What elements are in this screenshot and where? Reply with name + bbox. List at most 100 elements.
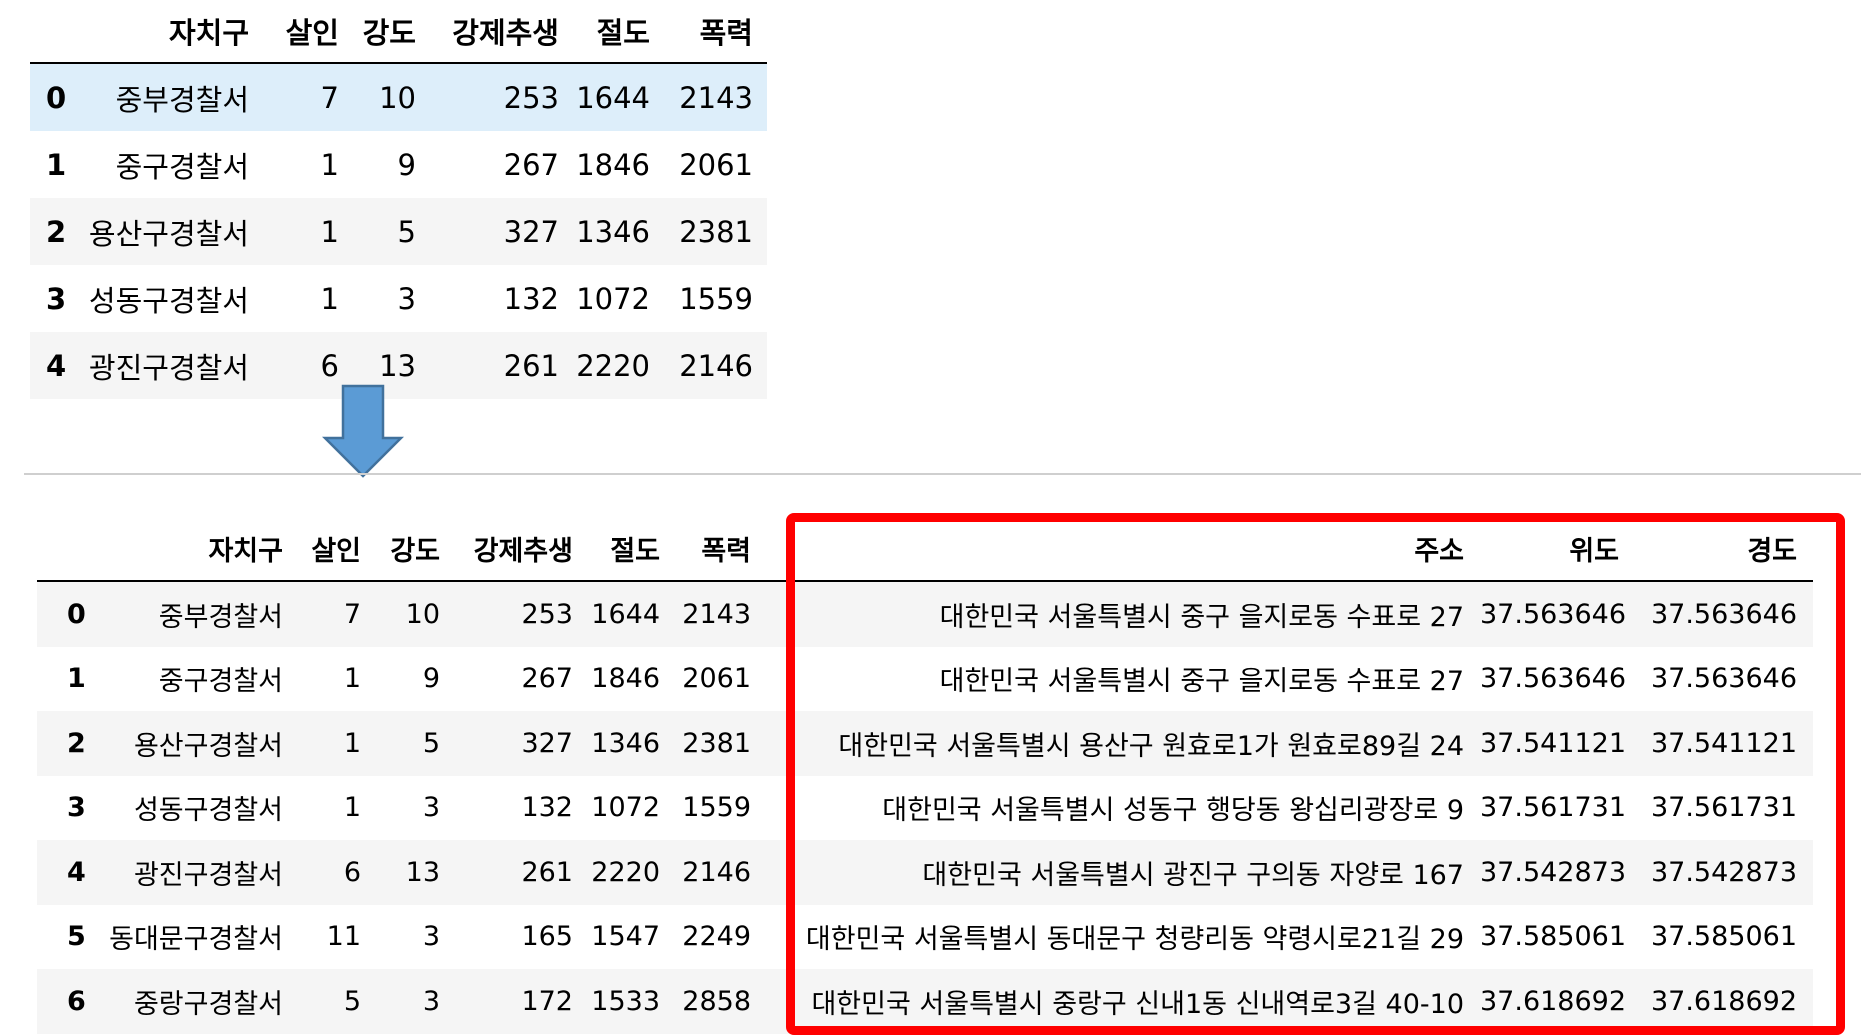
latitude-cell: 37.541121	[1480, 727, 1627, 759]
column-header: 절도	[610, 535, 660, 567]
table-cell: 1	[343, 727, 361, 759]
column-header-latitude: 위도	[1569, 535, 1619, 567]
row-index: 3	[46, 281, 67, 316]
row-index: 2	[67, 727, 86, 759]
table-cell: 광진구경찰서	[88, 350, 249, 385]
table-cell: 성동구경찰서	[88, 283, 249, 318]
latitude-cell: 37.618692	[1480, 985, 1627, 1017]
table-cell: 3	[422, 921, 440, 953]
address-cell: 대한민국 서울특별시 동대문구 청량리동 약령시로21길 29	[805, 924, 1464, 956]
table-cell: 2143	[682, 598, 751, 630]
longitude-cell: 37.563646	[1650, 663, 1797, 695]
table-cell: 172	[521, 985, 573, 1017]
table-cell: 267	[521, 663, 573, 695]
table-cell: 동대문구경찰서	[109, 924, 283, 956]
table-row: 4 광진구경찰서 6 13 261 2220 2146 대한민국 서울특별시 광…	[37, 840, 1813, 905]
row-index: 5	[67, 921, 86, 953]
table-cell: 중구경찰서	[158, 666, 283, 698]
latitude-cell: 37.585061	[1480, 921, 1627, 953]
table-cell: 3	[422, 792, 440, 824]
column-header: 강도	[362, 16, 416, 50]
column-header: 살인	[285, 16, 339, 50]
table-cell: 132	[521, 792, 573, 824]
address-cell: 대한민국 서울특별시 중구 을지로동 수표로 27	[939, 666, 1464, 698]
table-cell: 261	[521, 856, 573, 888]
longitude-cell: 37.618692	[1650, 985, 1797, 1017]
table-cell: 10	[379, 80, 416, 115]
table-cell: 용산구경찰서	[88, 216, 249, 251]
column-header: 자치구	[208, 535, 283, 567]
table-cell: 1846	[591, 663, 660, 695]
table-cell: 9	[422, 663, 440, 695]
table-cell: 6	[320, 348, 339, 383]
table-cell: 2381	[682, 727, 751, 759]
table-cell: 1	[343, 792, 361, 824]
table-cell: 2146	[682, 856, 751, 888]
longitude-cell: 37.561731	[1650, 792, 1797, 824]
table-row: 0 중부경찰서 7 10 253 1644 2143 대한민국 서울특별시 중구…	[37, 581, 1813, 647]
table-cell: 2220	[591, 856, 660, 888]
latitude-cell: 37.542873	[1480, 856, 1627, 888]
table-cell: 2381	[679, 214, 753, 249]
table-cell: 1559	[682, 792, 751, 824]
table-cell: 327	[503, 214, 559, 249]
table-cell: 중구경찰서	[115, 149, 249, 184]
table-cell: 5	[422, 727, 440, 759]
table-cell: 중부경찰서	[115, 82, 249, 117]
column-header: 강제추생	[473, 535, 573, 567]
column-header-longitude: 경도	[1747, 535, 1797, 567]
table-row: 4 광진구경찰서 6 13 261 2220 2146	[30, 332, 767, 399]
address-cell: 대한민국 서울특별시 중구 을지로동 수표로 27	[939, 601, 1464, 633]
table-cell: 1644	[591, 598, 660, 630]
table-row: 1 중구경찰서 1 9 267 1846 2061 대한민국 서울특별시 중구 …	[37, 647, 1813, 712]
table-cell: 1846	[576, 147, 650, 182]
table-cell: 253	[521, 598, 573, 630]
table-cell: 1	[320, 147, 339, 182]
table-cell: 5	[343, 985, 361, 1017]
table-header: 자치구 살인 강도 강제추생 절도 폭력 주소 위도 경도	[37, 516, 1813, 581]
table-cell: 2858	[682, 985, 751, 1017]
table-cell: 7	[320, 80, 339, 115]
table-cell: 13	[379, 348, 416, 383]
row-index: 0	[46, 80, 67, 115]
row-index: 1	[67, 663, 86, 695]
table-cell: 1559	[679, 281, 753, 316]
table-cell: 3	[397, 281, 416, 316]
table-cell: 2061	[682, 663, 751, 695]
row-index: 3	[67, 792, 86, 824]
table-cell: 1346	[576, 214, 650, 249]
table-cell: 327	[521, 727, 573, 759]
row-index: 6	[67, 985, 86, 1017]
table-cell: 261	[503, 348, 559, 383]
column-header: 살인	[311, 535, 361, 567]
row-index: 4	[46, 348, 67, 383]
down-arrow-icon	[322, 384, 404, 478]
column-header: 절도	[596, 16, 650, 50]
table-cell: 2249	[682, 921, 751, 953]
table-row: 2 용산구경찰서 1 5 327 1346 2381 대한민국 서울특별시 용산…	[37, 711, 1813, 776]
address-cell: 대한민국 서울특별시 성동구 행당동 왕십리광장로 9	[882, 795, 1464, 827]
latitude-cell: 37.563646	[1480, 598, 1627, 630]
table-row: 0 중부경찰서 7 10 253 1644 2143	[30, 63, 767, 131]
table-cell: 7	[343, 598, 361, 630]
table-cell: 1547	[591, 921, 660, 953]
address-cell: 대한민국 서울특별시 용산구 원효로1가 원효로89길 24	[838, 730, 1464, 762]
table-cell: 1072	[576, 281, 650, 316]
column-header-address: 주소	[1414, 535, 1464, 567]
dataframe-top: 자치구 살인 강도 강제추생 절도 폭력 0 중부경찰서 7 10 253 16…	[30, 0, 767, 399]
index-header	[37, 516, 99, 581]
table-row: 3 성동구경찰서 1 3 132 1072 1559 대한민국 서울특별시 성동…	[37, 776, 1813, 841]
table-cell: 성동구경찰서	[133, 795, 283, 827]
address-cell: 대한민국 서울특별시 광진구 구의동 자양로 167	[922, 859, 1464, 891]
table-cell: 1346	[591, 727, 660, 759]
longitude-cell: 37.563646	[1650, 598, 1797, 630]
table-cell: 1644	[576, 80, 650, 115]
table-cell: 6	[343, 856, 361, 888]
latitude-cell: 37.561731	[1480, 792, 1627, 824]
table-cell: 11	[326, 921, 361, 953]
table-cell: 132	[503, 281, 559, 316]
column-header: 강도	[390, 535, 440, 567]
table-cell: 253	[503, 80, 559, 115]
table-row: 2 용산구경찰서 1 5 327 1346 2381	[30, 198, 767, 265]
dataframe-bottom: 자치구 살인 강도 강제추생 절도 폭력 주소 위도 경도 0 중부경찰서 7 …	[37, 516, 1813, 1034]
